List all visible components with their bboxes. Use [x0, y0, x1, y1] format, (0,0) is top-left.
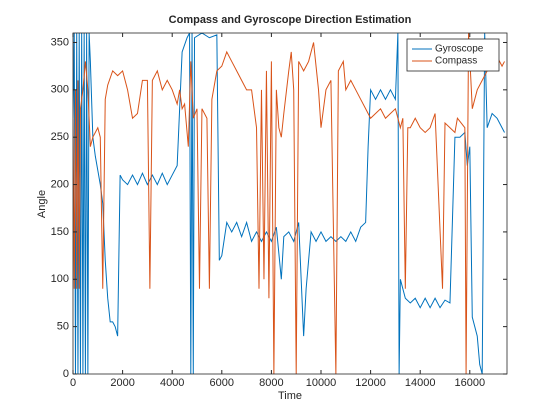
x-tick-label: 14000 [405, 377, 436, 389]
x-tick-label: 8000 [259, 377, 283, 389]
x-tick-label: 0 [70, 377, 76, 389]
legend-label: Gyroscope [435, 44, 484, 55]
x-tick-label: 12000 [355, 377, 386, 389]
x-tick-label: 4000 [160, 377, 184, 389]
line-series [73, 33, 505, 374]
y-tick-label: 200 [51, 178, 69, 190]
x-tick-label: 16000 [455, 377, 486, 389]
y-axis-label: Angle [36, 190, 48, 218]
x-tick-label: 6000 [210, 377, 234, 389]
plot-frame [72, 32, 508, 375]
y-tick-label: 250 [51, 131, 69, 143]
y-tick-label: 150 [51, 226, 69, 238]
x-axis-label: Time [278, 390, 302, 402]
legend-box [406, 38, 500, 72]
y-tick-label: 300 [51, 84, 69, 96]
x-tick-label: 2000 [110, 377, 134, 389]
y-tick-label: 50 [57, 321, 69, 333]
legend-label: Compass [435, 56, 477, 67]
y-tick-label: 0 [63, 368, 69, 380]
x-tick-label: 10000 [306, 377, 337, 389]
y-tick-label: 100 [51, 273, 69, 285]
y-tick-label: 350 [51, 36, 69, 48]
chart-title: Compass and Gyroscope Direction Estimati… [169, 14, 412, 26]
